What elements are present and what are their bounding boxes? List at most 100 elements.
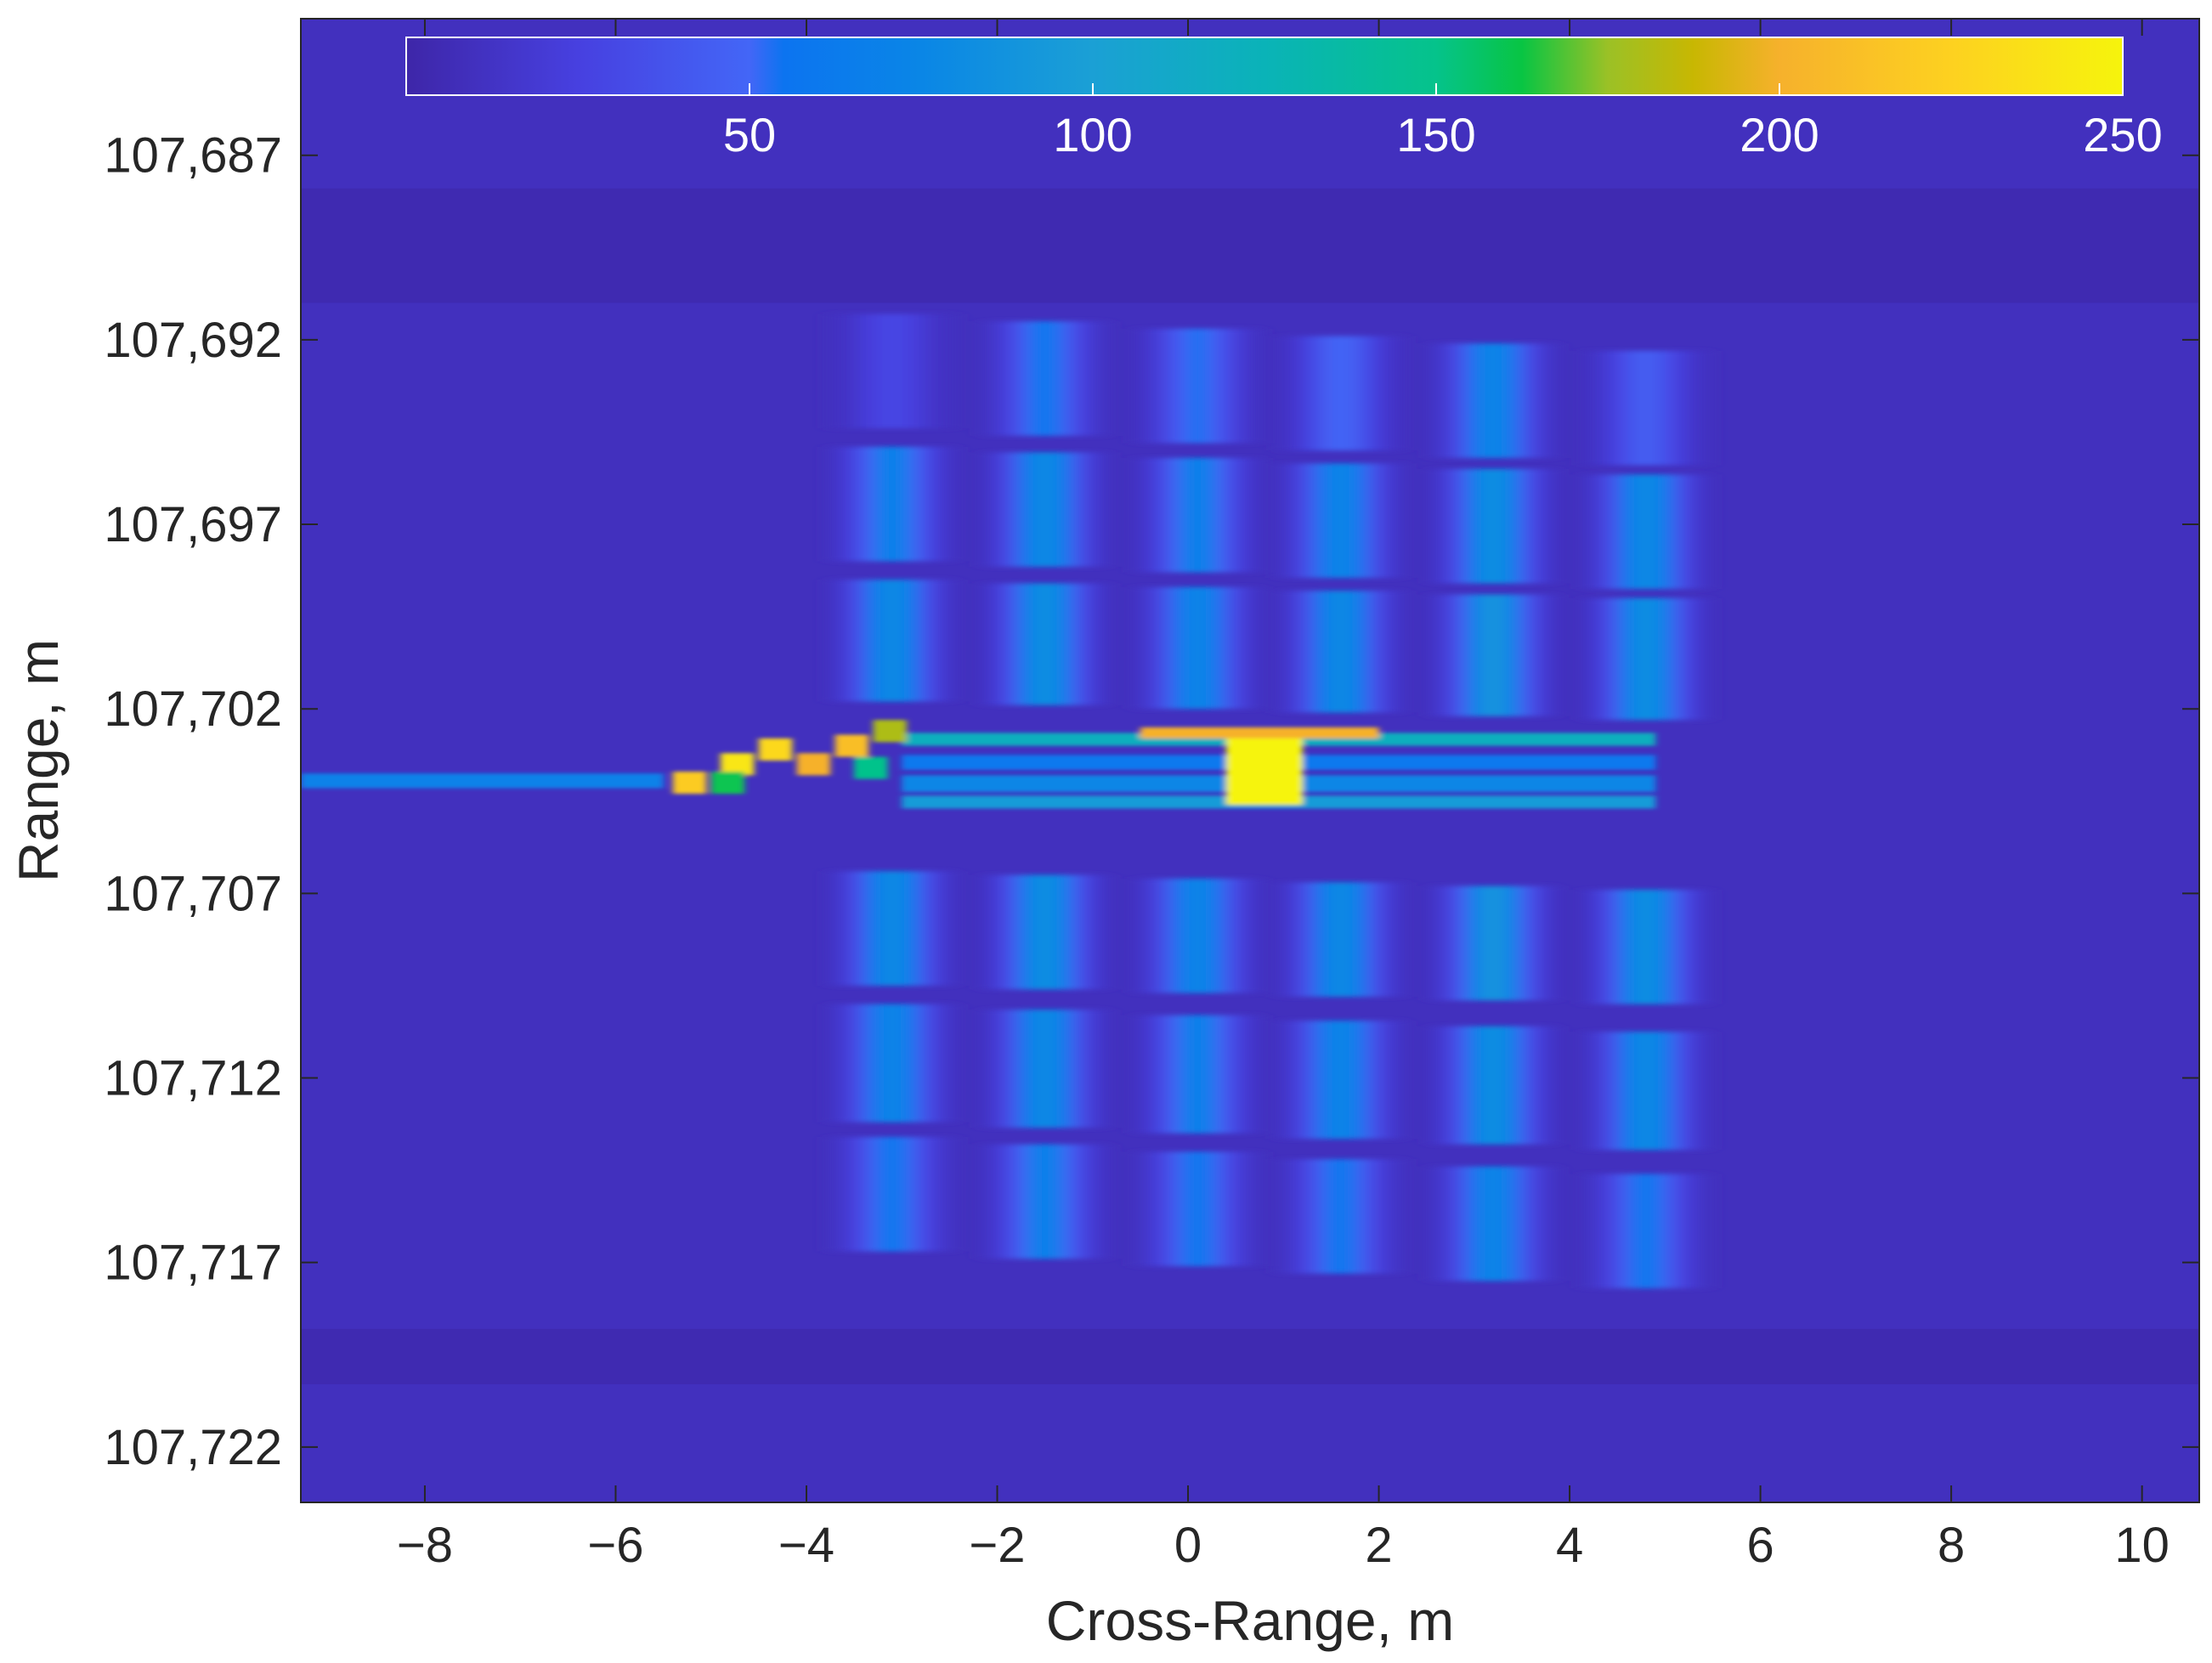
heatmap-cell <box>1466 468 1476 584</box>
heatmap-cell <box>1384 463 1395 579</box>
heatmap-cell <box>1593 1174 1603 1289</box>
heatmap-cells <box>830 314 1709 1289</box>
heatmap-cell <box>1690 1032 1700 1151</box>
heatmap-cell <box>839 446 849 562</box>
heatmap-cell <box>865 314 875 429</box>
heatmap-cell <box>1502 1166 1512 1281</box>
x-tick-label: 0 <box>1174 1518 1202 1573</box>
plot-frame <box>300 18 2200 1503</box>
heatmap-cell <box>1449 885 1459 1001</box>
heatmap-cell <box>1366 1159 1377 1274</box>
streak-speckle <box>710 772 745 795</box>
heatmap-cell <box>1457 1026 1468 1145</box>
heatmap-cell <box>1332 1159 1342 1274</box>
heatmap-cell <box>1431 468 1441 584</box>
heatmap-cell <box>1062 1144 1072 1259</box>
heatmap-cell <box>1332 1021 1342 1140</box>
heatmap-cell <box>1224 586 1234 710</box>
heatmap-cell <box>1170 1151 1180 1267</box>
heatmap-cell <box>1340 1021 1350 1140</box>
heatmap-cell <box>1672 1032 1683 1151</box>
heatmap-cell <box>1663 474 1673 590</box>
heatmap-cell <box>874 580 885 702</box>
heatmap-cell <box>1215 1151 1225 1267</box>
heatmap-cell <box>847 580 857 702</box>
heatmap-cell <box>1062 452 1072 567</box>
heatmap-cell <box>1162 457 1172 573</box>
heatmap-cell <box>909 314 919 429</box>
heatmap-cell <box>1027 452 1037 567</box>
heatmap-cell <box>1440 1026 1450 1145</box>
heatmap-cell <box>1628 1032 1638 1151</box>
heatmap-cell <box>992 452 1002 567</box>
heatmap-cell <box>1250 878 1260 993</box>
heatmap-cell <box>1071 321 1081 436</box>
heatmap-cell <box>1681 350 1691 466</box>
heatmap-cell <box>1278 463 1288 579</box>
streak-speckle <box>873 720 907 743</box>
heatmap-cell <box>927 314 937 429</box>
heatmap-cell <box>1349 463 1359 579</box>
heatmap-cell <box>1089 583 1099 705</box>
heatmap-cell <box>1009 321 1019 436</box>
heatmap-cell <box>1619 597 1629 721</box>
heatmap-cell <box>936 314 947 429</box>
x-tick-label: −6 <box>587 1518 643 1573</box>
heatmap-cell <box>1287 882 1298 997</box>
heatmap-cell <box>1287 463 1298 579</box>
heatmap-cell <box>1062 321 1072 436</box>
heatmap-cell <box>1044 1144 1055 1259</box>
heatmap-cell <box>1170 328 1180 444</box>
heatmap-cell <box>1044 452 1055 567</box>
heatmap-cell <box>901 580 911 702</box>
heatmap-cell <box>857 871 867 986</box>
heatmap-cell <box>1009 1010 1019 1128</box>
heatmap-cell <box>1250 457 1260 573</box>
colorbar-tick-label: 100 <box>1053 108 1132 161</box>
heatmap-cell <box>1546 885 1556 1001</box>
heatmap-cell <box>1537 343 1547 458</box>
heatmap-cell <box>1502 594 1512 716</box>
heatmap-cell <box>1000 1010 1010 1128</box>
x-tick-label: −4 <box>778 1518 834 1573</box>
heatmap-cell <box>1135 878 1146 993</box>
heatmap-cell <box>1637 350 1647 466</box>
heatmap-cell <box>1601 1032 1611 1151</box>
heatmap-cell <box>1601 350 1611 466</box>
heatmap-cell <box>1366 463 1377 579</box>
dark-band-0 <box>301 188 2199 303</box>
heatmap-cell <box>874 314 885 429</box>
heatmap-cell <box>1250 1015 1260 1134</box>
heatmap-cell <box>1332 591 1342 713</box>
heatmap-cell <box>1170 878 1180 993</box>
heatmap-cell <box>1528 1026 1538 1145</box>
heatmap-cell <box>1197 1151 1208 1267</box>
heatmap-cell <box>1601 597 1611 721</box>
heatmap-cell <box>1376 1159 1386 1274</box>
heatmap-cell <box>1537 885 1547 1001</box>
heatmap-cell <box>857 1004 867 1123</box>
heatmap-cell <box>1528 1166 1538 1281</box>
heatmap-cell <box>919 580 929 702</box>
heatmap-cell <box>830 1137 840 1252</box>
x-tick-label: 10 <box>2114 1518 2170 1573</box>
heatmap-cell <box>936 1137 947 1252</box>
heatmap-cell <box>839 580 849 702</box>
heatmap-cell <box>1394 1021 1404 1140</box>
heatmap-cell <box>1457 594 1468 716</box>
dark-bands <box>301 188 2199 1385</box>
heatmap-cell <box>1593 890 1603 1004</box>
heatmap-cell <box>1493 594 1503 716</box>
heatmap-cell <box>992 1010 1002 1128</box>
x-tick-label: 8 <box>1938 1518 1965 1573</box>
heatmap-cell <box>1000 1144 1010 1259</box>
heatmap-cell <box>1089 874 1099 990</box>
heatmap-cell <box>1610 474 1621 590</box>
heatmap-cell <box>1224 878 1234 993</box>
heatmap-cell <box>1645 890 1655 1004</box>
heatmap-cell <box>1376 1021 1386 1140</box>
streak-core-halo <box>1140 727 1379 738</box>
heatmap-cell <box>1593 350 1603 466</box>
heatmap-cell <box>1054 1144 1063 1259</box>
